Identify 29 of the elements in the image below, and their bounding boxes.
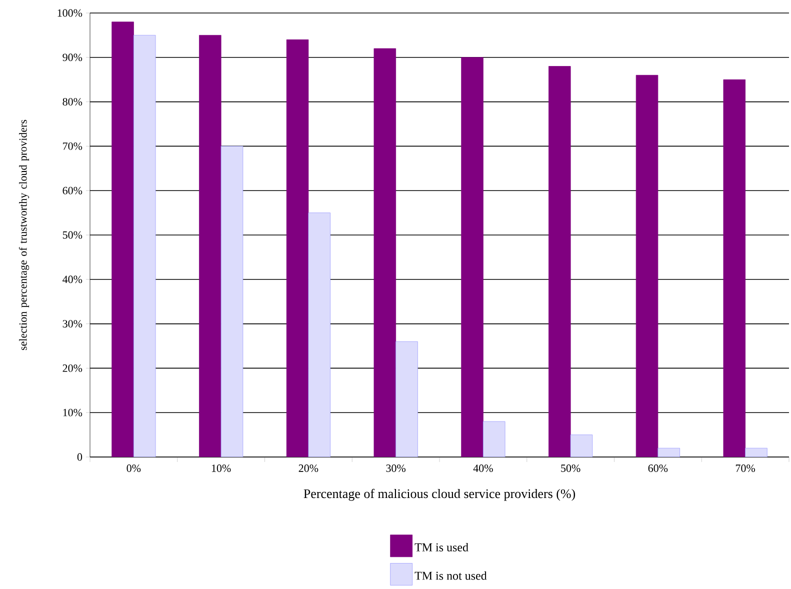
- legend-label: TM is not used: [414, 571, 487, 580]
- bar: [396, 341, 418, 457]
- bar: [133, 34, 156, 457]
- legend-label: TM is used: [414, 542, 468, 552]
- x-tick-label: 30%: [386, 464, 406, 472]
- y-axis-title: selection percentage of trustworthy cloud providers: [18, 120, 30, 350]
- y-tick-label: 80%: [62, 98, 82, 106]
- y-tick-label: 0: [77, 453, 82, 461]
- x-tick-label: 70%: [736, 464, 756, 472]
- x-tick-label: 40%: [473, 464, 493, 472]
- bar: [220, 146, 244, 457]
- x-tick-label: 20%: [298, 464, 318, 472]
- x-tick-label: 0%: [126, 464, 141, 472]
- x-tick-label: 50%: [561, 464, 580, 472]
- y-tick-label: 30%: [62, 320, 82, 328]
- bar: [308, 212, 330, 457]
- y-tick-label: 100%: [58, 9, 82, 17]
- y-tick-label: 90%: [62, 54, 82, 62]
- y-tick-label: 10%: [63, 408, 82, 416]
- x-tick-label: 60%: [648, 464, 668, 472]
- y-tick-label: 40%: [62, 276, 82, 284]
- bar: [482, 421, 506, 457]
- y-tick-label: 70%: [63, 142, 82, 150]
- x-tick-label: 10%: [212, 464, 231, 472]
- y-tick-label: 50%: [62, 231, 82, 239]
- y-tick-label: 20%: [62, 364, 82, 372]
- bar: [570, 434, 593, 457]
- y-tick-label: 60%: [62, 186, 82, 194]
- x-axis-title: Percentage of malicious cloud service providers (%): [304, 488, 576, 501]
